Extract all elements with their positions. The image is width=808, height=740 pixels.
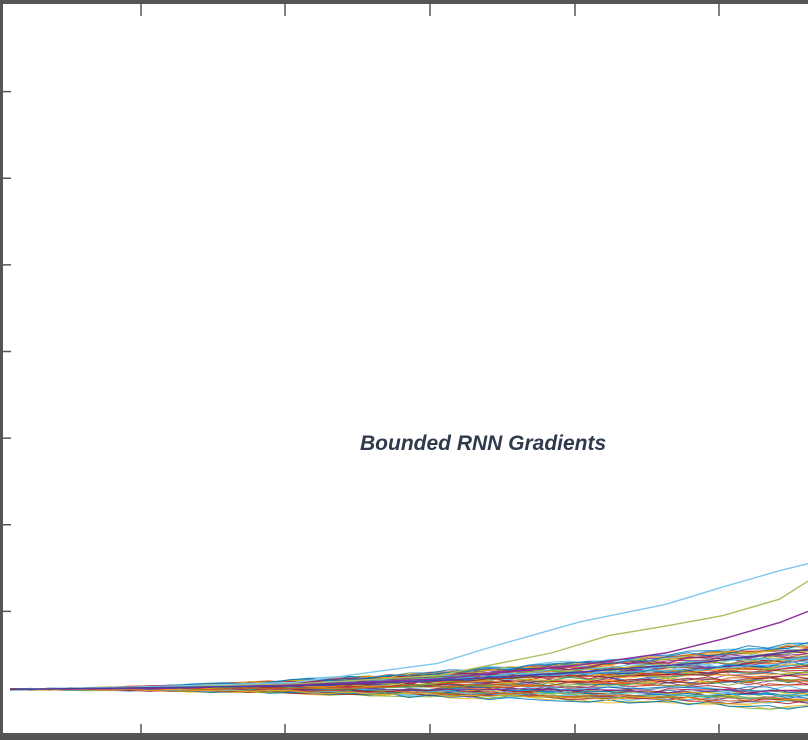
chart-annotation: Bounded RNN Gradients — [360, 432, 606, 455]
highlight-series-line — [9, 648, 808, 690]
left-axis-line — [0, 0, 3, 740]
bottom-axis-line — [0, 733, 808, 740]
series-line — [9, 688, 808, 705]
highlight-series-line — [9, 563, 808, 690]
series-layer — [9, 563, 808, 710]
top-axis-line — [0, 0, 808, 4]
highlight-series-line — [9, 580, 808, 690]
